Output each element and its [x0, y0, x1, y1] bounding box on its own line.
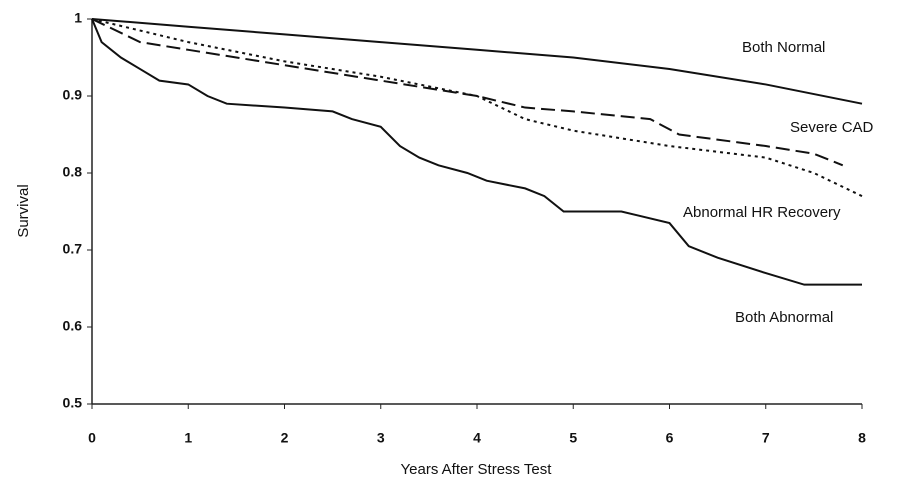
y-tick-label: 1: [74, 10, 82, 26]
series-label: Severe CAD: [790, 119, 874, 136]
x-tick-label: 0: [88, 430, 96, 446]
x-axis-title: Years After Stress Test: [401, 461, 553, 478]
y-tick-label: 0.9: [63, 87, 83, 103]
x-tick-label: 2: [281, 430, 289, 446]
series-label: Both Normal: [742, 39, 825, 56]
survival-curve: [91, 18, 844, 167]
y-tick-label: 0.8: [63, 164, 83, 180]
x-tick-label: 6: [666, 430, 674, 446]
y-tick-label: 0.7: [63, 241, 83, 257]
survival-curve: [91, 18, 863, 105]
y-tick-label: 0.5: [63, 395, 83, 411]
x-tick-label: 4: [473, 430, 481, 446]
series-label: Abnormal HR Recovery: [683, 204, 841, 221]
x-tick-label: 7: [762, 430, 770, 446]
series-label: Both Abnormal: [735, 309, 833, 326]
y-tick-label: 0.6: [63, 318, 83, 334]
survival-curve: [91, 18, 862, 286]
x-tick-label: 5: [569, 430, 577, 446]
y-axis-title: Survival: [15, 184, 32, 237]
x-tick-label: 3: [377, 430, 385, 446]
x-tick-label: 8: [858, 430, 866, 446]
x-tick-label: 1: [184, 430, 192, 446]
